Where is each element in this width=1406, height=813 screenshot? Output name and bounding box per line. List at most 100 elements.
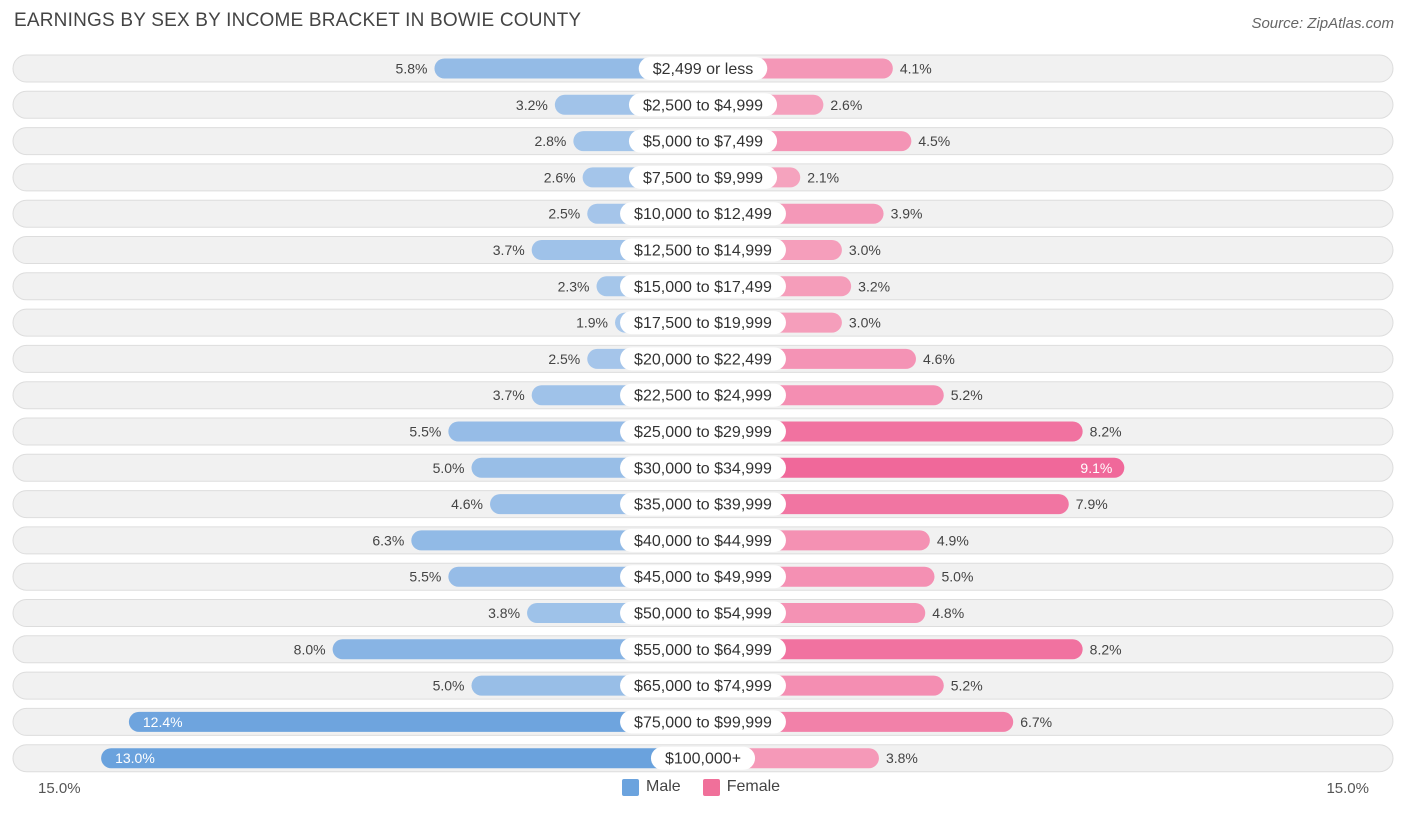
male-value-label: 2.5% [548,351,580,367]
category-pill [628,129,778,153]
female-value-label: 2.6% [830,97,862,113]
category-label: $7,500 to $9,999 [643,170,763,187]
female-value-label: 2.1% [807,169,839,185]
female-value-label: 3.8% [886,750,918,766]
chart-title: EARNINGS BY SEX BY INCOME BRACKET IN BOW… [14,10,582,31]
female-value-label: 3.0% [849,315,881,331]
female-value-label: 8.2% [1090,424,1122,440]
category-pill [620,238,786,262]
female-value-label: 3.9% [891,206,923,222]
category-pill [628,93,778,117]
male-value-label: 5.5% [409,424,441,440]
category-label: $35,000 to $39,999 [634,497,772,514]
category-pill [620,274,786,298]
male-value-label: 5.5% [409,569,441,585]
female-value-label: 5.2% [951,387,983,403]
legend-item-female[interactable]: Female [702,778,781,796]
female-value-label: 5.2% [951,678,983,694]
female-value-label: 3.0% [849,242,881,258]
legend-female-label: Female [726,778,781,795]
bar-chart: $2,499 or less 5.8% 4.1% $2,500 to $4,999 3.… [12,54,1394,773]
female-value-label: 6.7% [1020,714,1052,730]
axis-left-label: 15.0% [38,780,81,797]
category-label: $20,000 to $22,499 [634,351,772,368]
male-value-label: 5.0% [433,460,465,476]
male-value-label: 1.9% [576,315,608,331]
male-value-label: 6.3% [372,532,404,548]
category-label: $50,000 to $54,999 [634,606,772,623]
category-pill [620,565,786,589]
male-value-label: 2.8% [534,133,566,149]
female-value-label: 8.2% [1090,641,1122,657]
category-pill [620,710,786,734]
category-label: $17,500 to $19,999 [634,315,772,332]
category-pill [620,347,786,371]
category-label: $12,500 to $14,999 [634,243,772,260]
category-label: $2,500 to $4,999 [643,97,763,114]
category-label: $10,000 to $12,499 [634,206,772,223]
legend: Male Female [622,778,780,796]
category-pill [650,746,756,770]
female-value-label: 4.1% [900,61,932,77]
category-label: $40,000 to $44,999 [634,533,772,550]
category-pill [620,311,786,335]
male-value-label: 8.0% [294,641,326,657]
male-bar [332,639,703,660]
female-value-label: 4.5% [918,133,950,149]
male-value-label: 13.0% [115,750,155,766]
category-label: $30,000 to $34,999 [634,460,772,477]
legend-male-label: Male [646,778,681,795]
male-value-label: 4.6% [451,496,483,512]
male-value-label: 2.3% [558,278,590,294]
female-value-label: 9.1% [1080,460,1112,476]
female-value-label: 4.9% [937,532,969,548]
category-pill [620,674,786,698]
category-label: $65,000 to $74,999 [634,678,772,695]
male-bar [128,711,703,732]
female-value-label: 4.8% [932,605,964,621]
male-value-label: 5.0% [433,678,465,694]
male-value-label: 2.6% [544,169,576,185]
category-label: $2,499 or less [653,61,754,78]
legend-item-male[interactable]: Male [622,778,681,796]
male-value-label: 5.8% [396,61,428,77]
male-value-label: 3.2% [516,97,548,113]
female-value-label: 5.0% [942,569,974,585]
category-label: $55,000 to $64,999 [634,642,772,659]
male-bar [101,748,704,769]
female-value-label: 4.6% [923,351,955,367]
female-bar [703,457,1125,478]
male-value-label: 3.7% [493,387,525,403]
female-bar [703,494,1069,515]
female-bar [703,639,1083,660]
category-label: $15,000 to $17,499 [634,279,772,296]
category-pill [620,456,786,480]
category-pill [620,383,786,407]
category-label: $75,000 to $99,999 [634,714,772,731]
axis-right-label: 15.0% [1326,780,1369,797]
male-value-label: 12.4% [143,714,183,730]
category-pill [620,202,786,226]
category-pill [620,601,786,625]
category-label: $5,000 to $7,499 [643,134,763,151]
category-pill [620,528,786,552]
female-value-label: 7.9% [1076,496,1108,512]
category-pill [620,492,786,516]
female-swatch-icon [702,778,720,796]
category-pill [620,637,786,661]
category-pill [628,165,778,189]
category-label: $45,000 to $49,999 [634,569,772,586]
male-swatch-icon [622,778,639,796]
male-value-label: 3.7% [493,242,525,258]
category-label: $22,500 to $24,999 [634,388,772,405]
female-value-label: 3.2% [858,278,890,294]
male-value-label: 3.8% [488,605,520,621]
category-label: $25,000 to $29,999 [634,424,772,441]
source-credit: Source: ZipAtlas.com [1251,15,1394,32]
male-value-label: 2.5% [548,206,580,222]
category-label: $100,000+ [665,751,741,768]
female-bar [703,421,1083,442]
category-pill [638,57,768,80]
male-bar [434,58,703,79]
category-pill [620,420,786,443]
